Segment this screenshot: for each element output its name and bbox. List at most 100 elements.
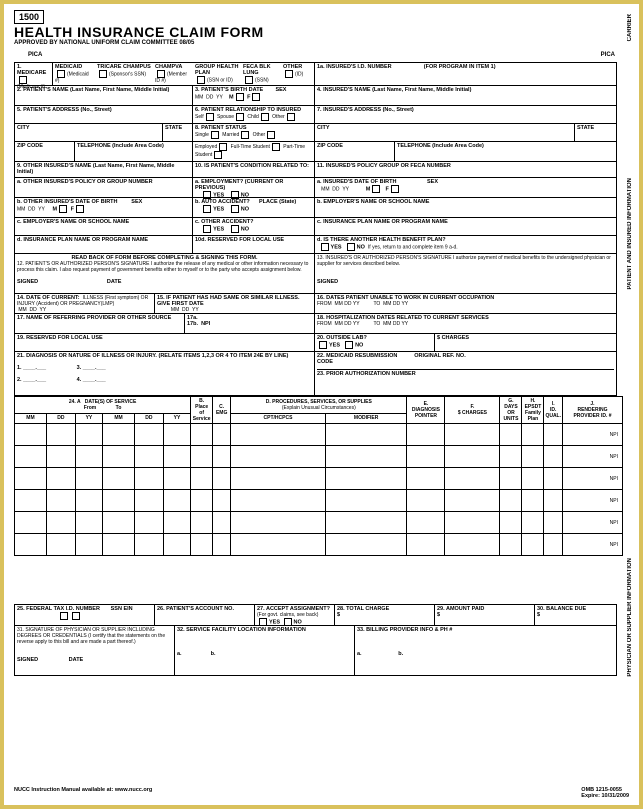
cb-auto-no[interactable] [231,205,239,213]
service-cell[interactable] [522,424,544,446]
service-cell[interactable] [213,424,231,446]
cb-f[interactable] [252,93,260,101]
cb-self[interactable] [206,113,214,121]
service-cell[interactable] [445,424,500,446]
service-cell[interactable] [407,534,445,556]
service-cell[interactable] [163,534,190,556]
service-cell[interactable] [325,468,407,490]
service-cell[interactable] [445,534,500,556]
cb-ft[interactable] [272,143,280,151]
cb-im[interactable] [372,185,380,193]
service-cell[interactable] [46,490,75,512]
cb-lab-no[interactable] [345,341,353,349]
service-cell[interactable] [134,534,163,556]
service-cell[interactable] [103,468,135,490]
service-cell[interactable] [407,446,445,468]
service-cell[interactable] [163,424,190,446]
service-cell[interactable] [500,534,522,556]
service-cell[interactable] [75,446,102,468]
service-cell[interactable] [231,534,326,556]
service-cell[interactable] [231,446,326,468]
service-cell[interactable] [500,490,522,512]
service-cell[interactable] [46,446,75,468]
cb-single[interactable] [211,131,219,139]
service-cell[interactable] [325,446,407,468]
cb-an-no[interactable] [347,243,355,251]
service-cell[interactable]: NPI [563,512,623,534]
service-cell[interactable] [75,490,102,512]
cb-other[interactable] [285,70,293,78]
service-cell[interactable] [15,424,47,446]
cb-tricare[interactable] [99,70,107,78]
service-cell[interactable] [445,468,500,490]
service-cell[interactable] [325,512,407,534]
cb-child[interactable] [261,113,269,121]
service-cell[interactable] [522,490,544,512]
service-cell[interactable] [46,534,75,556]
cb-married[interactable] [241,131,249,139]
service-cell[interactable] [445,512,500,534]
cb-st-other[interactable] [267,131,275,139]
service-cell[interactable] [103,446,135,468]
service-cell[interactable] [103,424,135,446]
service-cell[interactable] [407,512,445,534]
service-cell[interactable] [544,490,563,512]
service-cell[interactable] [213,534,231,556]
service-cell[interactable] [134,468,163,490]
service-cell[interactable] [46,468,75,490]
cb-medicaid[interactable] [57,70,65,78]
service-cell[interactable] [213,468,231,490]
service-cell[interactable] [103,534,135,556]
cb-m[interactable] [236,93,244,101]
service-cell[interactable] [75,534,102,556]
service-cell[interactable] [231,424,326,446]
service-cell[interactable] [46,512,75,534]
service-cell[interactable] [544,534,563,556]
service-cell[interactable] [407,468,445,490]
service-cell[interactable] [522,446,544,468]
cb-group[interactable] [197,76,205,84]
service-cell[interactable] [500,424,522,446]
service-cell[interactable] [191,424,213,446]
service-cell[interactable] [191,534,213,556]
service-cell[interactable] [15,512,47,534]
cb-lab-yes[interactable] [319,341,327,349]
service-cell[interactable] [163,512,190,534]
service-cell[interactable] [522,534,544,556]
service-cell[interactable] [544,424,563,446]
service-cell[interactable] [75,512,102,534]
cb-if[interactable] [391,185,399,193]
service-cell[interactable] [500,468,522,490]
cb-champva[interactable] [157,70,165,78]
service-cell[interactable] [500,446,522,468]
service-cell[interactable] [191,468,213,490]
cb-ein[interactable] [72,612,80,620]
service-cell[interactable]: NPI [563,424,623,446]
service-cell[interactable] [75,424,102,446]
service-cell[interactable] [134,490,163,512]
service-cell[interactable] [213,490,231,512]
service-cell[interactable] [103,512,135,534]
cb-oth-yes[interactable] [203,225,211,233]
service-cell[interactable] [445,490,500,512]
service-cell[interactable] [191,490,213,512]
service-cell[interactable] [134,424,163,446]
service-cell[interactable] [46,424,75,446]
service-cell[interactable] [231,468,326,490]
service-cell[interactable] [231,512,326,534]
service-cell[interactable] [544,446,563,468]
service-cell[interactable] [407,424,445,446]
service-cell[interactable] [325,424,407,446]
service-cell[interactable] [445,446,500,468]
service-cell[interactable]: NPI [563,468,623,490]
cb-medicare[interactable] [19,76,27,84]
service-cell[interactable] [407,490,445,512]
service-cell[interactable] [75,468,102,490]
service-cell[interactable]: NPI [563,446,623,468]
service-cell[interactable] [544,512,563,534]
cb-om[interactable] [59,205,67,213]
service-cell[interactable] [213,446,231,468]
service-cell[interactable] [191,512,213,534]
service-cell[interactable] [213,512,231,534]
cb-rel-other[interactable] [287,113,295,121]
